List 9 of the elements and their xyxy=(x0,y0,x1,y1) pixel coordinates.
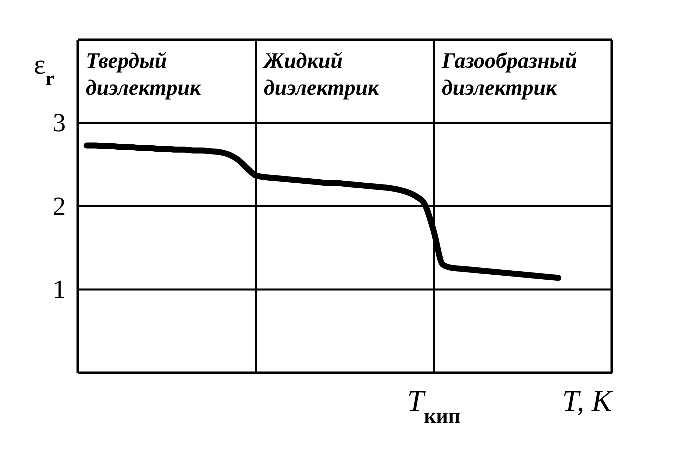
annotation: Газообразный диэлектрик xyxy=(441,48,578,100)
y-axis-title: ε$_{r}$ xyxy=(34,50,55,90)
annotation: Жидкий диэлектрик xyxy=(262,48,380,100)
annotation: Твердый диэлектрик xyxy=(86,48,202,100)
y-tick-label: 1 xyxy=(53,275,66,304)
text: T$_{кип}$ xyxy=(408,385,460,428)
y-tick-label: 3 xyxy=(53,108,66,138)
x-axis-title: T, K xyxy=(562,385,614,418)
y-tick-label: 2 xyxy=(53,192,66,221)
